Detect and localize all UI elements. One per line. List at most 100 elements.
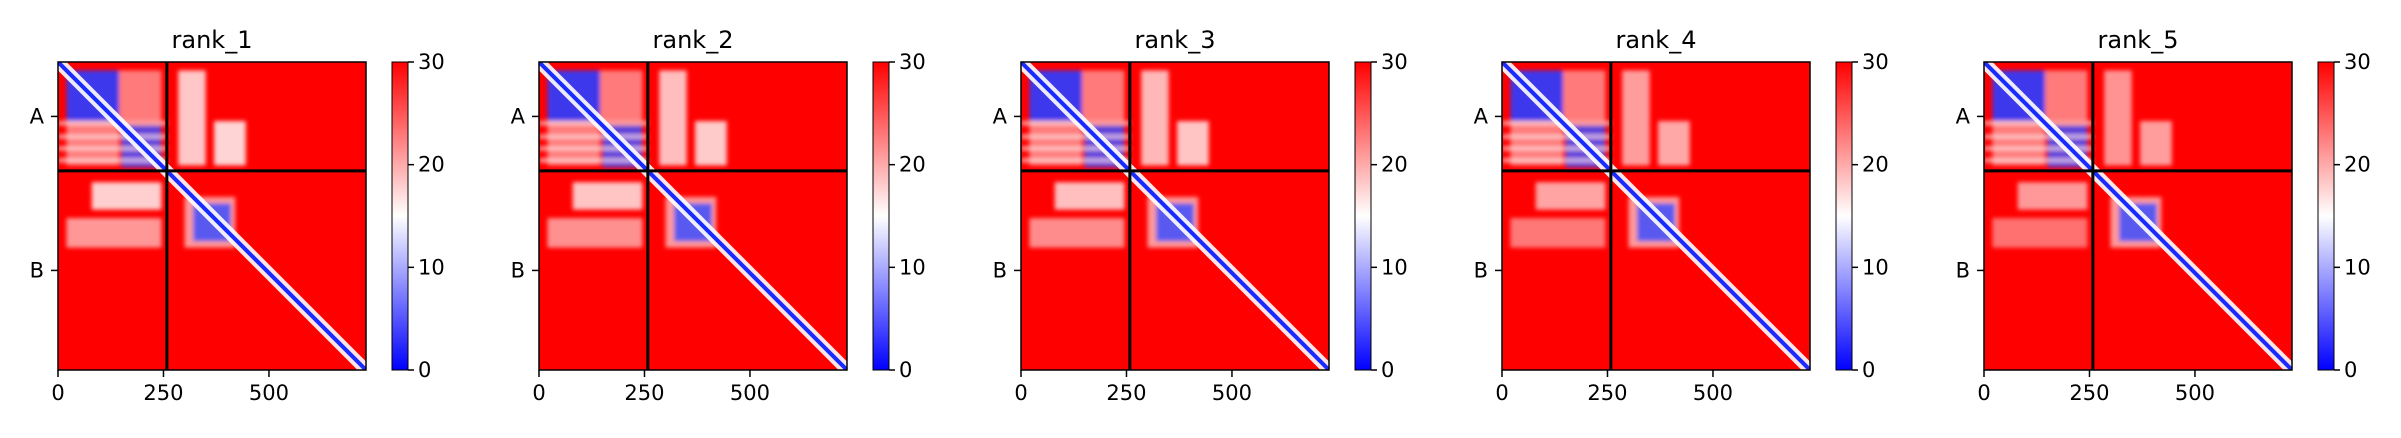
domain-a1-a2-contact (2045, 70, 2088, 122)
colorbar-tick-label: 0 (2344, 358, 2357, 382)
chain-a-stripe (1984, 158, 2093, 163)
colorbar-tick-label: 10 (2344, 255, 2371, 279)
colorbar: 0 10 20 30 (872, 50, 926, 382)
colorbar-tick-label: 30 (2344, 50, 2371, 74)
chain-label: B (1956, 258, 1970, 282)
plot-frame (1020, 61, 1330, 371)
diagonal (58, 62, 366, 370)
chain-a-stripe (1502, 158, 1611, 163)
panel-title: rank_3 (1135, 26, 1216, 54)
colorbar-tick-label: 30 (899, 50, 926, 74)
interchain-patch-ba (66, 218, 162, 248)
panel-3: rank_3 0 250 500 A B 0 10 20 30 (993, 26, 1408, 405)
domain-a2-a1-contact (547, 121, 601, 166)
colorbar-gradient (1835, 61, 1853, 371)
chain-a-stripe (1984, 134, 2093, 139)
chain-a-stripe (1984, 146, 2093, 151)
x-tick-label: 250 (624, 381, 664, 405)
interchain-patch-ba (1029, 218, 1125, 248)
colorbar-tick-label: 10 (1381, 255, 1408, 279)
panel-1: rank_1 0 250 500 A B 0 10 20 30 (30, 26, 445, 405)
interchain-patch-ba (1054, 182, 1125, 210)
colorbar-tick-label: 0 (1862, 358, 1875, 382)
x-tick-label: 500 (2175, 381, 2215, 405)
panel-title: rank_1 (172, 26, 253, 54)
colorbar-gradient (391, 61, 409, 371)
heatmap (539, 62, 847, 370)
chain-a-stripe (1021, 158, 1130, 163)
chain-label: A (30, 104, 45, 128)
colorbar-tick-label: 0 (418, 358, 431, 382)
chain-a-stripe (1021, 134, 1130, 139)
colorbar: 0 10 20 30 (1835, 50, 1889, 382)
chain-a-stripe (539, 134, 648, 139)
interchain-region (547, 70, 727, 248)
x-tick-label: 0 (1495, 381, 1508, 405)
diagonal (1502, 62, 1810, 370)
interchain-patch-ab (178, 70, 206, 166)
interchain-patch-ba (547, 218, 643, 248)
chain-label: B (1474, 258, 1488, 282)
interchain-patch-ba (1992, 218, 2088, 248)
colorbar-tick-label: 10 (899, 255, 926, 279)
interchain-patch-ab (659, 70, 687, 166)
chain-label: B (993, 258, 1007, 282)
x-tick-label: 0 (1977, 381, 1990, 405)
colorbar: 0 10 20 30 (391, 50, 445, 382)
panel-2: rank_2 0 250 500 A B 0 10 20 30 (511, 26, 926, 405)
colorbar-tick-label: 30 (1862, 50, 1889, 74)
chain-a-stripe (1502, 146, 1611, 151)
interchain-patch-ab (2104, 70, 2132, 166)
interchain-patch-ab (214, 121, 246, 166)
domain-a1-a2-contact (119, 70, 162, 122)
chain-label: A (1956, 104, 1971, 128)
interchain-patch-ba (1510, 218, 1606, 248)
x-tick-label: 250 (1587, 381, 1627, 405)
colorbar-tick-label: 20 (2344, 153, 2371, 177)
chain-a-block (1984, 70, 2093, 168)
colorbar-tick-label: 20 (1862, 153, 1889, 177)
plot-frame (1983, 61, 2293, 371)
colorbar: 0 10 20 30 (1354, 50, 1408, 382)
chain-label: A (511, 104, 526, 128)
chain-label: A (993, 104, 1008, 128)
chain-label: B (511, 258, 525, 282)
colorbar-tick-label: 10 (418, 255, 445, 279)
interchain-region (1510, 70, 1690, 248)
plot-frame (57, 61, 367, 371)
colorbar-tick-label: 30 (1381, 50, 1408, 74)
interchain-region (66, 70, 246, 248)
x-tick-label: 0 (532, 381, 545, 405)
diagonal (539, 62, 847, 370)
heatmap (1984, 62, 2292, 370)
colorbar-gradient (872, 61, 890, 371)
domain-a2-a1-contact (66, 121, 120, 166)
domain-a2-a1-contact (1029, 121, 1083, 166)
chain-a-stripe (1021, 146, 1130, 151)
heatmap (1502, 62, 1810, 370)
panel-5: rank_5 0 250 500 A B 0 10 20 30 (1956, 26, 2371, 405)
chain-a-stripe (58, 134, 167, 139)
x-tick-label: 250 (1106, 381, 1146, 405)
domain-a1-a2-contact (1082, 70, 1125, 122)
chain-a-stripe (1502, 134, 1611, 139)
interchain-region (1992, 70, 2172, 248)
heatmap (1021, 62, 1329, 370)
colorbar-tick-label: 30 (418, 50, 445, 74)
chain-a-stripe (58, 158, 167, 163)
plot-frame (538, 61, 848, 371)
interchain-patch-ba (2017, 182, 2088, 210)
x-tick-label: 500 (730, 381, 770, 405)
x-tick-label: 250 (143, 381, 183, 405)
interchain-patch-ab (1622, 70, 1650, 166)
x-tick-label: 500 (249, 381, 289, 405)
panel-title: rank_4 (1616, 26, 1697, 54)
chain-label: A (1474, 104, 1489, 128)
interchain-region (1029, 70, 1209, 248)
panel-title: rank_2 (653, 26, 734, 54)
x-tick-label: 500 (1693, 381, 1733, 405)
colorbar-gradient (1354, 61, 1372, 371)
colorbar-tick-label: 10 (1862, 255, 1889, 279)
chain-a-stripe (539, 146, 648, 151)
